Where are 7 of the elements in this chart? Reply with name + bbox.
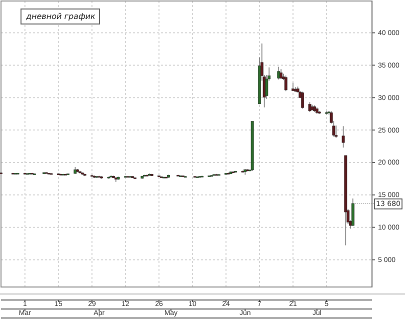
candlestick — [301, 91, 304, 110]
candlestick — [284, 75, 288, 92]
candlestick — [334, 125, 338, 138]
text: дневной график — [25, 12, 96, 21]
candlestick — [342, 126, 345, 148]
candlestick — [277, 66, 280, 80]
candlestick — [280, 68, 282, 80]
